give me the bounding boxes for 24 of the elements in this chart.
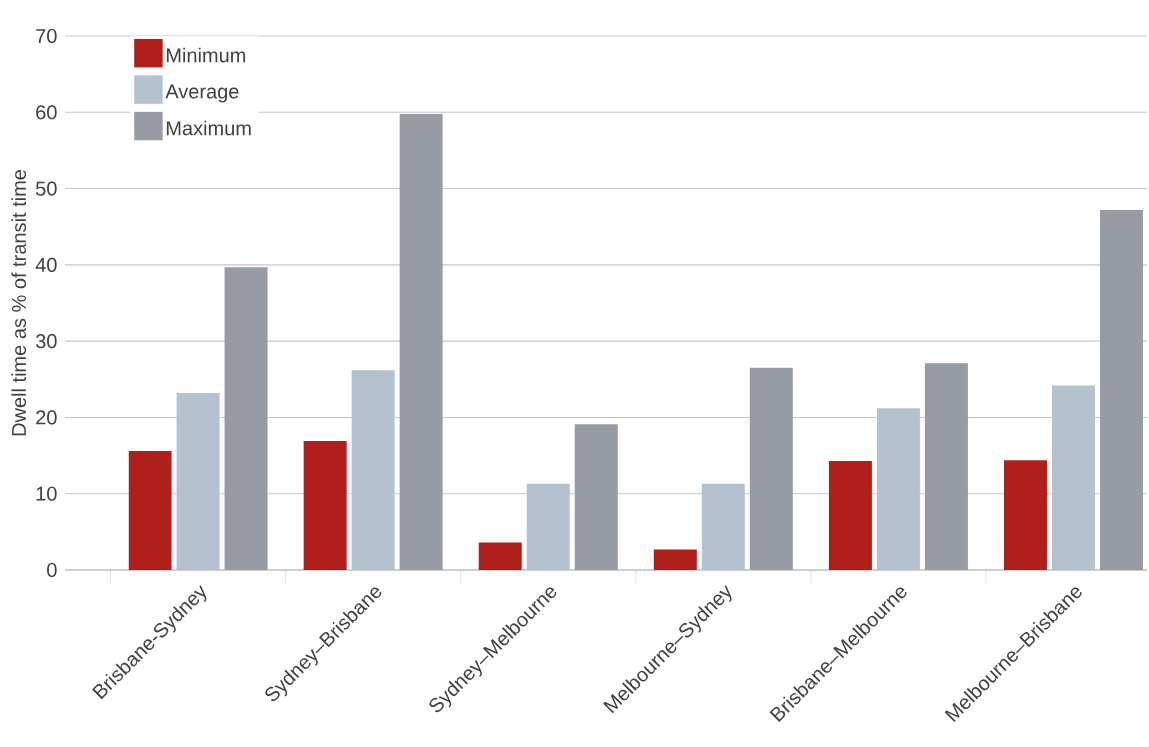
bar [526, 483, 570, 570]
bar [1051, 385, 1095, 570]
bar [478, 542, 522, 570]
y-tick-label: 50 [35, 181, 57, 196]
y-tick-label: 10 [36, 486, 57, 501]
bar [828, 460, 872, 570]
bar [303, 441, 347, 570]
bar [128, 450, 172, 570]
y-tick-label: 40 [35, 257, 57, 272]
legend-label: Minimum [166, 47, 246, 63]
bar [653, 549, 697, 570]
bar [1003, 460, 1047, 570]
y-tick-label: 30 [35, 334, 57, 349]
y-tick-label: 60 [36, 105, 57, 120]
y-tick-label: 70 [36, 28, 57, 44]
y-axis-title: Dwell time as % of transit time [11, 170, 27, 436]
bar [351, 370, 395, 570]
bar [876, 408, 920, 570]
bar [701, 483, 745, 570]
y-tick-label: 20 [36, 410, 57, 425]
y-tick-label: 0 [47, 562, 57, 578]
legend-label: Average [165, 84, 239, 103]
legend-label: Maximum [166, 120, 251, 136]
bar [176, 393, 220, 570]
